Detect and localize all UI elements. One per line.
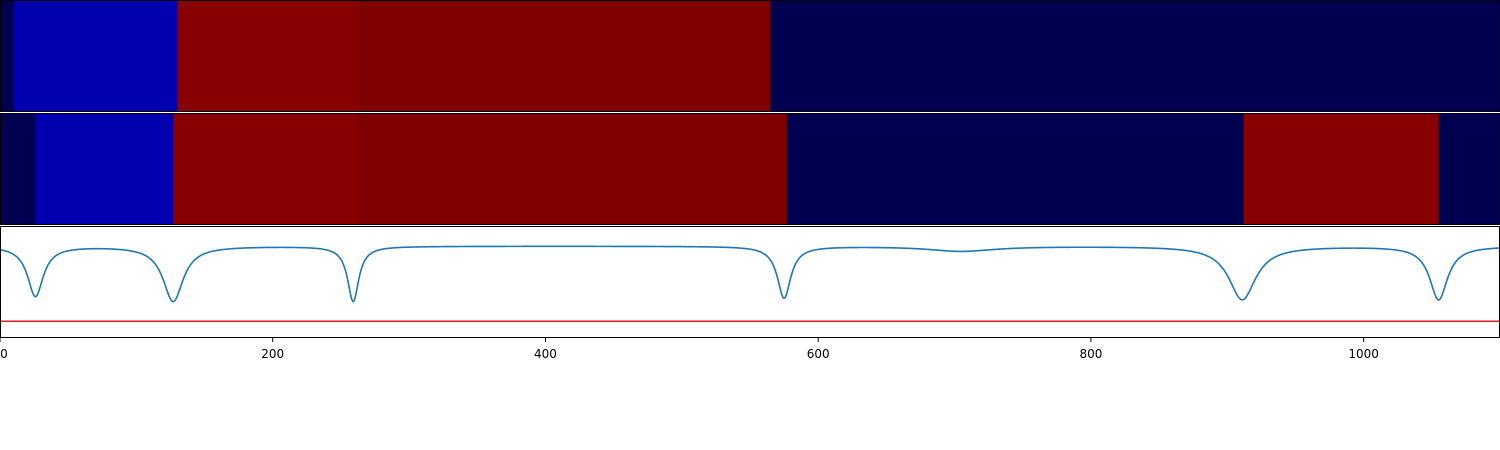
line-panel [0, 226, 1500, 338]
x-tick-label-1000: 1000 [1348, 347, 1379, 361]
x-tick-label-400: 400 [534, 347, 557, 361]
x-tick-label-600: 600 [807, 347, 830, 361]
series-line-1 [0, 245, 1500, 303]
heatmap-row-middle [0, 113, 1500, 225]
heatmap-segment-1-1 [0, 0, 15, 112]
heatmap-segment-2-6 [1243, 113, 1440, 225]
x-tick-label-800: 800 [1079, 347, 1102, 361]
heatmap-segment-1-5 [770, 0, 1500, 112]
heatmap-segment-1-3 [177, 0, 356, 112]
heatmap-segment-2-1 [0, 113, 36, 225]
heatmap-segment-1-2 [13, 0, 178, 112]
x-tick-label-0: 0 [0, 347, 8, 361]
line-panel-background [0, 226, 1500, 338]
heatmap-segment-2-2 [35, 113, 174, 225]
x-tick-label-200: 200 [261, 347, 284, 361]
heatmap-segment-2-5 [786, 113, 1245, 225]
x-axis: 0 200 400 600 800 1000 [0, 338, 1379, 361]
heatmap-segment-1-4 [354, 0, 771, 112]
heatmap-segment-2-4 [357, 113, 788, 225]
heatmap-row-top [0, 0, 1500, 112]
heatmap-segment-2-3 [173, 113, 358, 225]
heatmap-segment-2-7 [1438, 113, 1500, 225]
